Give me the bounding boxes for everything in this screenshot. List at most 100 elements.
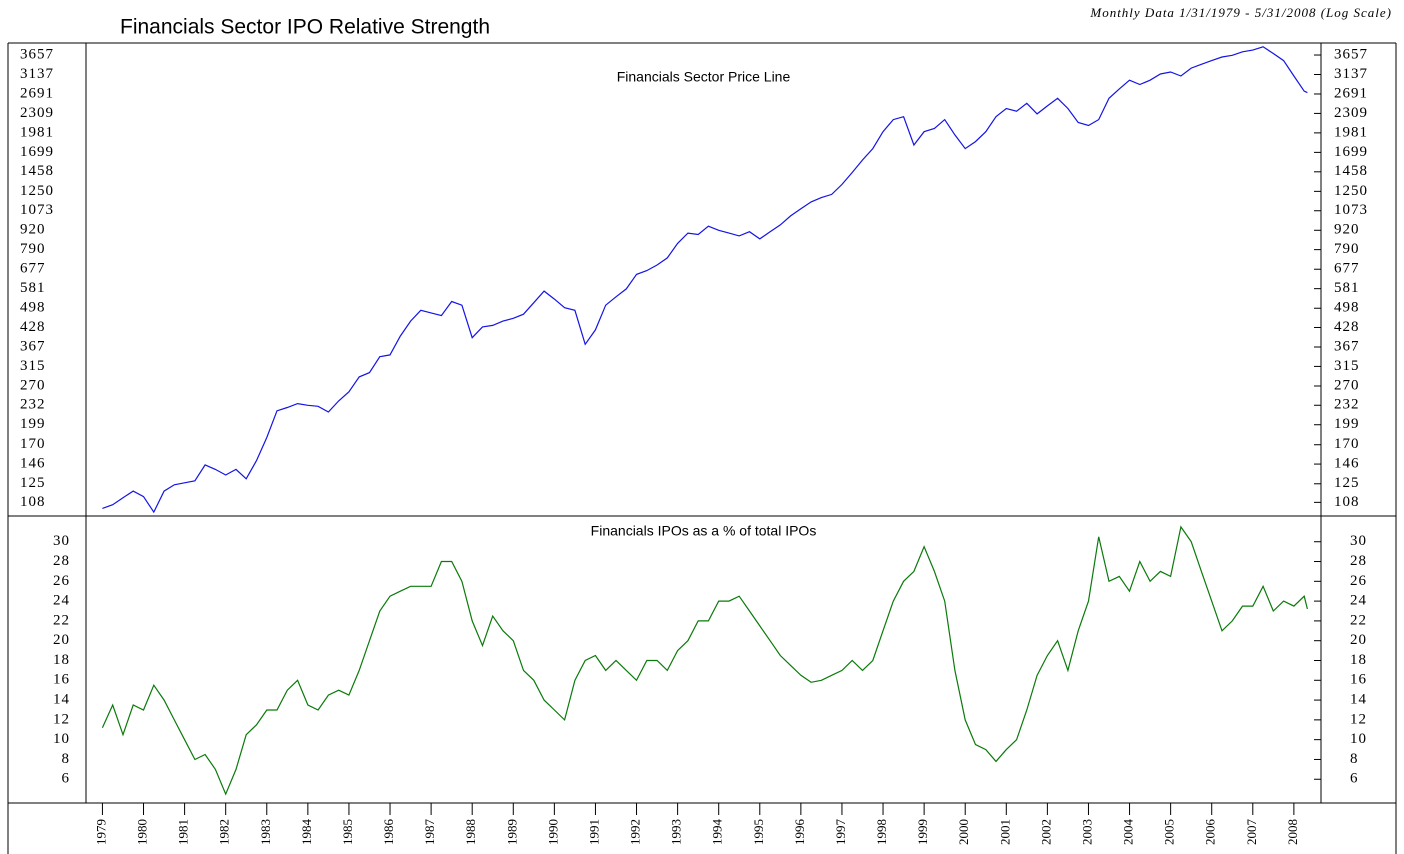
x-tick-label: 1993 (669, 819, 684, 845)
y2-tick-label: 790 (1334, 241, 1360, 257)
x-tick-label: 1979 (93, 819, 108, 845)
y-tick-label: 232 (20, 397, 46, 413)
y2-tick-label: 170 (1334, 436, 1360, 452)
y2-tick-label: 199 (1334, 416, 1360, 432)
y-tick-label: 125 (20, 475, 46, 491)
y2-tick-label: 108 (1334, 494, 1360, 510)
x-tick-label: 2004 (1121, 819, 1136, 846)
y2-tick-label: 12 (1350, 711, 1367, 727)
x-tick-label: 2003 (1079, 819, 1094, 845)
y-tick-label: 30 (53, 533, 70, 549)
y2-tick-label: 30 (1350, 533, 1367, 549)
data-line (102, 46, 1308, 514)
y2-tick-label: 10 (1350, 731, 1367, 747)
x-tick-label: 1981 (176, 819, 191, 845)
y-tick-label: 2309 (20, 105, 54, 121)
y-tick-label: 367 (20, 338, 46, 354)
y2-tick-label: 28 (1350, 553, 1367, 569)
y2-tick-label: 428 (1334, 319, 1360, 335)
y2-tick-label: 1073 (1334, 202, 1368, 218)
y-tick-label: 108 (20, 494, 46, 510)
y-tick-label: 170 (20, 436, 46, 452)
y2-tick-label: 270 (1334, 377, 1360, 393)
y2-tick-label: 2309 (1334, 105, 1368, 121)
y2-tick-label: 18 (1350, 652, 1367, 668)
y2-tick-label: 315 (1334, 358, 1360, 374)
y-tick-label: 16 (53, 672, 70, 688)
x-tick-label: 1996 (792, 819, 807, 846)
y-tick-label: 1250 (20, 183, 54, 199)
y-tick-label: 428 (20, 319, 46, 335)
y2-tick-label: 1458 (1334, 163, 1368, 179)
x-tick-label: 1999 (915, 819, 930, 845)
x-tick-label: 1991 (586, 819, 601, 845)
x-tick-label: 1986 (381, 819, 396, 846)
y-tick-label: 10 (53, 731, 70, 747)
y2-tick-label: 1981 (1334, 124, 1368, 140)
y2-tick-label: 232 (1334, 397, 1360, 413)
x-tick-label: 1988 (463, 819, 478, 845)
x-tick-label: 2006 (1203, 819, 1218, 846)
y2-tick-label: 1699 (1334, 144, 1368, 160)
y2-tick-label: 498 (1334, 300, 1360, 316)
y2-tick-label: 146 (1334, 456, 1360, 472)
y-tick-label: 498 (20, 300, 46, 316)
x-tick-label: 2001 (997, 819, 1012, 845)
y-tick-label: 581 (20, 280, 46, 296)
y2-tick-label: 125 (1334, 475, 1360, 491)
y-tick-label: 790 (20, 241, 46, 257)
x-tick-label: 2002 (1038, 819, 1053, 845)
chart-title: Financials Sector IPO Relative Strength (120, 16, 490, 39)
x-tick-label: 1990 (545, 819, 560, 845)
y-tick-label: 1699 (20, 144, 54, 160)
x-tick-label: 1983 (258, 819, 273, 845)
y-tick-label: 8 (62, 751, 71, 767)
x-tick-label: 1987 (422, 819, 437, 846)
y2-tick-label: 22 (1350, 612, 1367, 628)
x-tick-label: 1980 (135, 819, 150, 845)
y-tick-label: 3137 (20, 66, 54, 82)
y2-tick-label: 24 (1350, 593, 1367, 609)
y2-tick-label: 920 (1334, 222, 1360, 238)
y2-tick-label: 6 (1350, 771, 1359, 787)
y2-tick-label: 367 (1334, 338, 1360, 354)
y-tick-label: 270 (20, 377, 46, 393)
y2-tick-label: 20 (1350, 632, 1367, 648)
y-tick-label: 2691 (20, 85, 54, 101)
series-label: Financials IPOs as a % of total IPOs (591, 523, 817, 539)
frame (7, 42, 1397, 854)
y-tick-label: 146 (20, 456, 46, 472)
y-tick-label: 3657 (20, 46, 54, 62)
y2-tick-label: 8 (1350, 751, 1359, 767)
x-tick-label: 1994 (710, 819, 725, 846)
x-tick-label: 1984 (299, 819, 314, 846)
y2-tick-label: 1250 (1334, 183, 1368, 199)
x-tick-label: 1982 (217, 819, 232, 845)
x-tick-label: 2007 (1244, 819, 1259, 846)
x-tick-label: 1985 (340, 819, 355, 845)
y-tick-label: 315 (20, 358, 46, 374)
chart-subtitle: Monthly Data 1/31/1979 - 5/31/2008 (Log … (1089, 5, 1392, 20)
y-tick-label: 677 (20, 261, 46, 277)
x-tick-label: 2000 (956, 819, 971, 845)
y-tick-label: 22 (53, 612, 70, 628)
x-tick-label: 1998 (874, 819, 889, 845)
data-line (101, 525, 1308, 796)
x-tick-label: 2005 (1162, 819, 1177, 845)
y2-tick-label: 2691 (1334, 85, 1368, 101)
x-tick-label: 1989 (504, 819, 519, 845)
y-tick-label: 14 (53, 692, 70, 708)
y2-tick-label: 26 (1350, 573, 1367, 589)
y-tick-label: 1981 (20, 124, 54, 140)
y-tick-label: 28 (53, 553, 70, 569)
x-tick-label: 1995 (751, 819, 766, 845)
y-tick-label: 199 (20, 416, 46, 432)
series-label: Financials Sector Price Line (617, 69, 791, 85)
y2-tick-label: 14 (1350, 692, 1367, 708)
y-tick-label: 1073 (20, 202, 54, 218)
y-tick-label: 20 (53, 632, 70, 648)
y2-tick-label: 16 (1350, 672, 1367, 688)
y2-tick-label: 581 (1334, 280, 1360, 296)
y2-tick-label: 677 (1334, 261, 1360, 277)
